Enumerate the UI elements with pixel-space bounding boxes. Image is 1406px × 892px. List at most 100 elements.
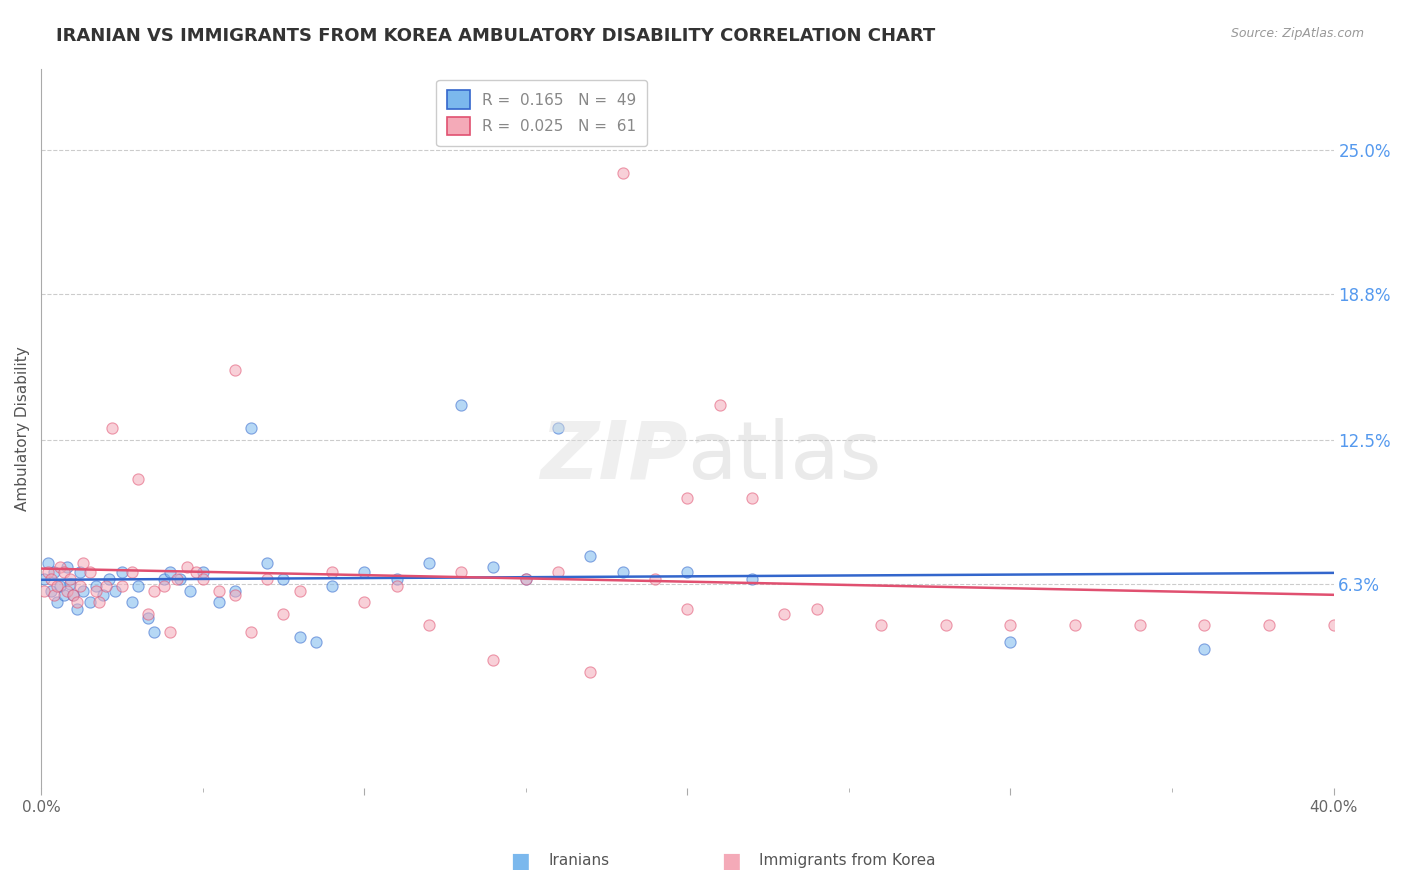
Text: Iranians: Iranians [548,854,609,868]
Point [136,607,159,621]
Point [104,583,127,598]
Point [46,579,69,593]
Point [59,576,82,591]
Point [39,583,62,598]
Point [482,560,505,574]
Point [1129,618,1152,632]
Point [321,579,343,593]
Point [111,579,134,593]
Point [169,572,191,586]
Point [676,491,699,505]
Point [676,565,699,579]
Point [208,595,231,609]
Point [84,579,107,593]
Point [1322,618,1344,632]
Point [62,588,84,602]
Point [612,166,634,180]
Point [773,607,796,621]
Point [66,595,89,609]
Point [305,634,328,648]
Point [224,588,246,602]
Point [56,560,79,574]
Point [321,565,343,579]
Point [676,602,699,616]
Text: ■: ■ [510,851,530,871]
Point [741,572,763,586]
Point [450,565,472,579]
Point [179,583,201,598]
Point [709,398,731,412]
Text: IRANIAN VS IMMIGRANTS FROM KOREA AMBULATORY DISABILITY CORRELATION CHART: IRANIAN VS IMMIGRANTS FROM KOREA AMBULAT… [56,27,935,45]
Point [42,588,65,602]
Point [89,595,111,609]
Point [143,625,166,640]
Point [94,579,117,593]
Point [288,630,311,644]
Point [1257,618,1279,632]
Point [644,572,666,586]
Point [121,595,143,609]
Point [127,472,149,486]
Point [418,556,440,570]
Point [240,625,263,640]
Point [288,583,311,598]
Point [46,595,69,609]
Point [579,665,602,679]
Point [191,572,214,586]
Point [159,625,181,640]
Point [56,583,79,598]
Point [34,572,56,586]
Point [72,556,94,570]
Point [37,556,59,570]
Point [66,602,89,616]
Point [240,421,263,435]
Legend: R =  0.165   N =  49, R =  0.025   N =  61: R = 0.165 N = 49, R = 0.025 N = 61 [436,79,647,146]
Point [59,572,82,586]
Point [69,579,91,593]
Text: atlas: atlas [688,418,882,496]
Point [49,560,72,574]
Point [385,572,408,586]
Point [224,583,246,598]
Point [176,560,198,574]
Point [547,421,569,435]
Point [191,565,214,579]
Y-axis label: Ambulatory Disability: Ambulatory Disability [15,346,30,510]
Point [256,572,278,586]
Point [418,618,440,632]
Point [166,572,188,586]
Point [153,579,176,593]
Point [37,565,59,579]
Point [224,363,246,377]
Point [547,565,569,579]
Point [353,595,375,609]
Point [91,588,114,602]
Point [84,583,107,598]
Point [97,572,120,586]
Point [1000,634,1022,648]
Point [806,602,828,616]
Point [1194,641,1216,656]
Point [153,572,176,586]
Point [741,491,763,505]
Point [127,579,149,593]
Point [52,588,75,602]
Point [256,556,278,570]
Point [273,607,295,621]
Point [870,618,893,632]
Point [1000,618,1022,632]
Text: ■: ■ [721,851,741,871]
Point [49,579,72,593]
Point [143,583,166,598]
Point [52,565,75,579]
Point [515,572,537,586]
Point [935,618,957,632]
Point [450,398,472,412]
Point [101,421,124,435]
Point [79,595,101,609]
Point [136,611,159,625]
Point [111,565,134,579]
Point [79,565,101,579]
Point [42,565,65,579]
Text: Source: ZipAtlas.com: Source: ZipAtlas.com [1230,27,1364,40]
